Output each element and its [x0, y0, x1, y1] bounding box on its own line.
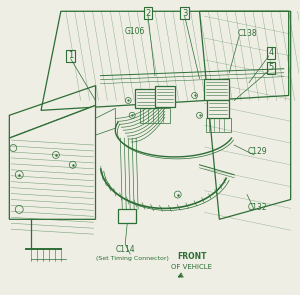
Bar [208, 100, 229, 118]
Bar [206, 118, 231, 132]
Text: 5: 5 [268, 63, 274, 72]
Text: G106: G106 [125, 27, 145, 36]
Bar [118, 209, 136, 223]
Text: 4: 4 [268, 48, 274, 58]
Bar [135, 88, 157, 108]
Text: (Set Timing Connector): (Set Timing Connector) [96, 256, 169, 261]
Text: C129: C129 [247, 148, 267, 156]
Text: FRONT: FRONT [177, 253, 206, 261]
Polygon shape [9, 105, 95, 219]
Text: 2: 2 [146, 9, 151, 18]
Text: OF VEHICLE: OF VEHICLE [171, 264, 212, 270]
Bar [155, 86, 175, 107]
Text: 1: 1 [68, 51, 74, 60]
Text: C114: C114 [116, 245, 135, 253]
Bar [205, 79, 229, 100]
Bar [140, 108, 170, 123]
Text: 3: 3 [182, 9, 188, 18]
Text: C138: C138 [237, 29, 257, 37]
Text: C132: C132 [247, 203, 267, 212]
